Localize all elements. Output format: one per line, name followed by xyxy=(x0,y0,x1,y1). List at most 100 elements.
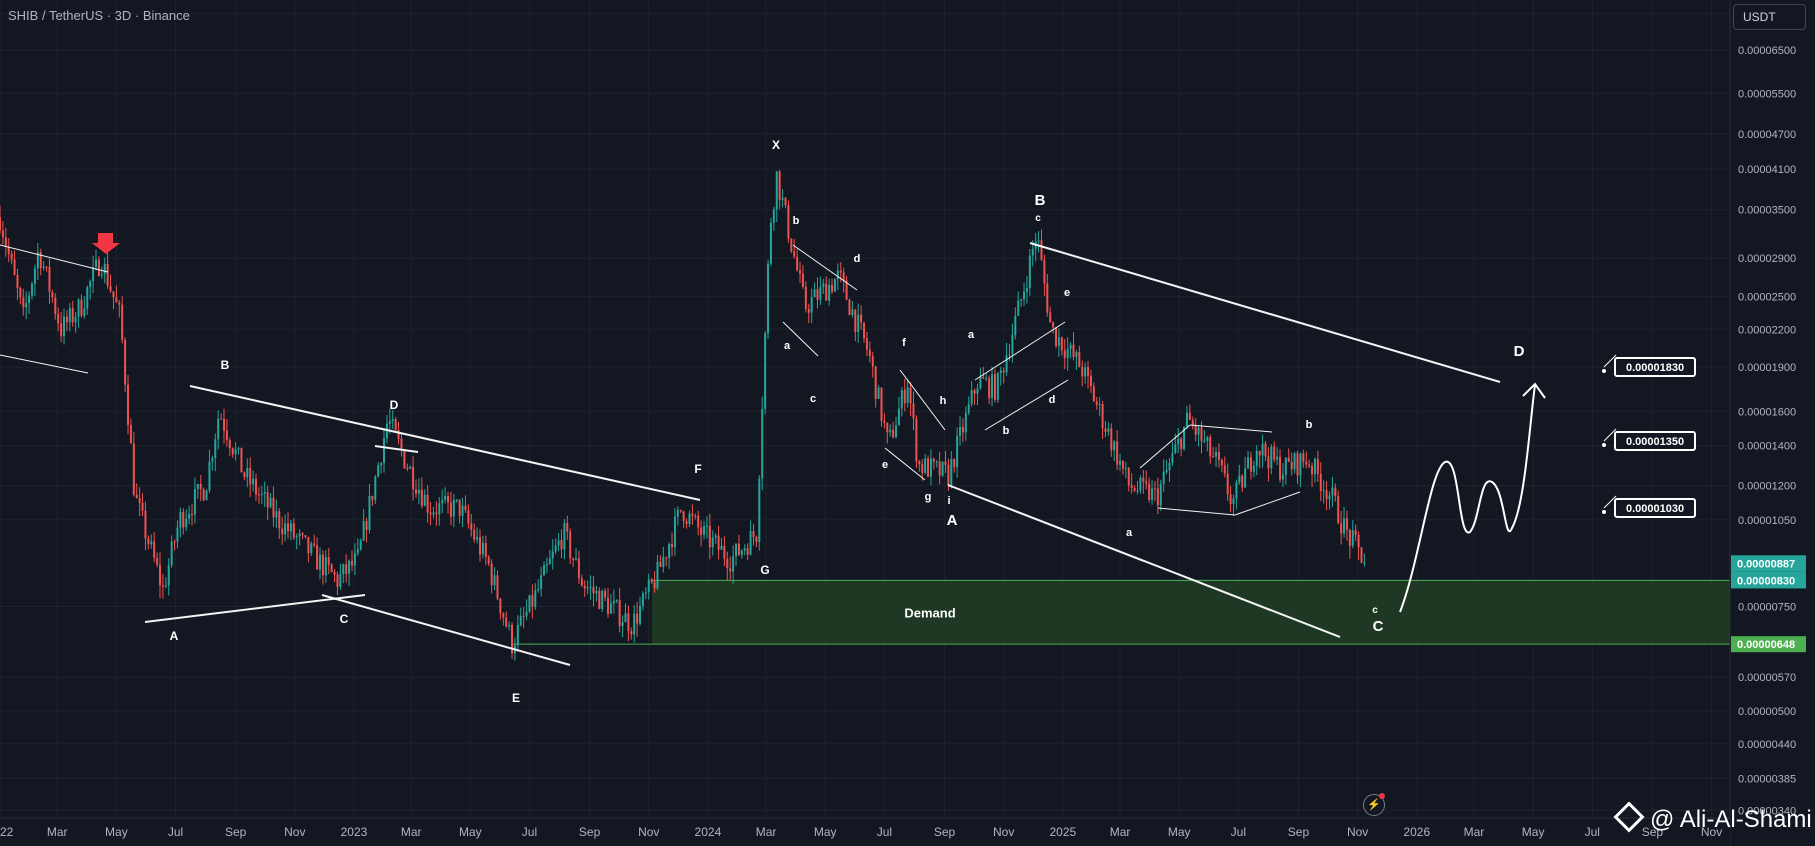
candle-body xyxy=(682,511,685,522)
candle-body xyxy=(159,564,162,586)
candle-body xyxy=(1092,386,1095,402)
candle-body xyxy=(1200,427,1203,442)
candle-body xyxy=(1319,473,1322,491)
price-axis[interactable]: 0.000075000.000065000.000055000.00004700… xyxy=(1729,0,1815,846)
price-tick-label: 0.00004100 xyxy=(1738,164,1796,176)
candle-body xyxy=(1151,488,1154,500)
candle-body xyxy=(636,613,639,624)
candle-body xyxy=(217,418,220,440)
time-tick-label: Sep xyxy=(934,825,956,839)
candle-body xyxy=(691,513,694,516)
price-tag-bg xyxy=(1731,572,1806,589)
candle-body xyxy=(577,558,580,579)
candle-body xyxy=(522,616,525,618)
wave-label: a xyxy=(968,329,975,341)
candle-body xyxy=(740,550,743,555)
candle-body xyxy=(543,565,546,576)
wave-label: B xyxy=(221,358,230,372)
candle-body xyxy=(89,281,92,288)
candle-body xyxy=(842,272,845,281)
candle-body xyxy=(1299,453,1302,476)
candle-body xyxy=(292,523,295,538)
price-tick-label: 0.00000340 xyxy=(1738,805,1796,817)
lightning-icon[interactable]: ⚡ xyxy=(1363,794,1385,816)
candle-body xyxy=(1089,375,1092,387)
wave-label: a xyxy=(1126,527,1133,539)
candle-body xyxy=(1127,467,1130,486)
time-axis[interactable]: 2022 Mar May Jul Sep Nov 2023 Mar May Jul Sep Nov 20… xyxy=(0,817,1730,846)
candle-body xyxy=(679,509,682,512)
candle-body xyxy=(1057,337,1060,346)
candle-body xyxy=(883,421,886,423)
candle-body xyxy=(595,590,598,594)
ac-support xyxy=(947,484,1341,638)
projection-path xyxy=(1399,384,1536,613)
candle-body xyxy=(1249,457,1252,472)
triangle-bottom xyxy=(144,594,366,623)
candle-body xyxy=(249,468,252,485)
candle-body xyxy=(394,419,397,430)
candle-body xyxy=(57,314,60,324)
author-watermark: @ Ali-Al-Shami xyxy=(1613,801,1812,834)
candle-body xyxy=(365,521,368,531)
candle-body xyxy=(938,461,941,476)
candle-body xyxy=(816,289,819,300)
candle-body xyxy=(1267,456,1270,469)
candle-body xyxy=(665,557,668,559)
candle-body xyxy=(703,526,706,535)
candle-body xyxy=(10,253,13,260)
candle-body xyxy=(531,595,534,607)
wave-label: A xyxy=(947,512,958,529)
candle-body xyxy=(307,536,310,554)
candle-body xyxy=(1345,518,1348,530)
candle-body xyxy=(1139,477,1142,491)
bc-resistance xyxy=(1029,242,1501,383)
candle-body xyxy=(467,510,470,524)
candle-body xyxy=(1153,488,1156,490)
currency-button[interactable]: USDT xyxy=(1733,4,1806,30)
wave-label: c xyxy=(1372,605,1378,616)
fh-2 xyxy=(884,447,926,481)
candle-body xyxy=(391,419,394,422)
candle-body xyxy=(0,217,1,231)
candle-body xyxy=(426,494,429,513)
time-tick-label: Sep xyxy=(1288,825,1310,839)
candle-body xyxy=(1279,456,1282,480)
candle-body xyxy=(1217,452,1220,460)
candle-body xyxy=(697,515,700,528)
candle-body xyxy=(1174,444,1177,454)
candle-body xyxy=(383,438,386,464)
candle-body xyxy=(287,523,290,532)
candle-body xyxy=(1287,457,1290,462)
candle-body xyxy=(935,461,938,463)
candle-body xyxy=(1133,488,1136,491)
candle-body xyxy=(278,511,281,529)
candle-body xyxy=(415,489,418,494)
candle-body xyxy=(647,579,650,593)
candle-body xyxy=(1177,438,1180,445)
candle-body xyxy=(397,429,400,439)
candle-body xyxy=(1337,496,1340,524)
candle-body xyxy=(836,270,839,280)
candle-body xyxy=(1055,327,1058,346)
candle-body xyxy=(1060,337,1063,351)
candle-body xyxy=(476,537,479,540)
candle-body xyxy=(493,575,496,586)
flag-3 xyxy=(1157,507,1236,516)
candle-body xyxy=(464,505,467,511)
candle-body xyxy=(1351,530,1354,546)
candle-body xyxy=(828,284,831,301)
candle-body xyxy=(1334,487,1337,497)
candle-body xyxy=(650,579,653,582)
wave-label: E xyxy=(512,691,520,705)
candle-body xyxy=(726,558,729,569)
time-tick-label: May xyxy=(1522,825,1545,839)
candle-body xyxy=(202,489,205,501)
price-tag-label: 0.00000648 xyxy=(1737,639,1795,651)
time-axis-bg xyxy=(0,818,1730,846)
candle-body xyxy=(583,585,586,589)
candle-body xyxy=(196,484,199,489)
candle-body xyxy=(319,554,322,570)
candle-body xyxy=(1095,401,1098,405)
